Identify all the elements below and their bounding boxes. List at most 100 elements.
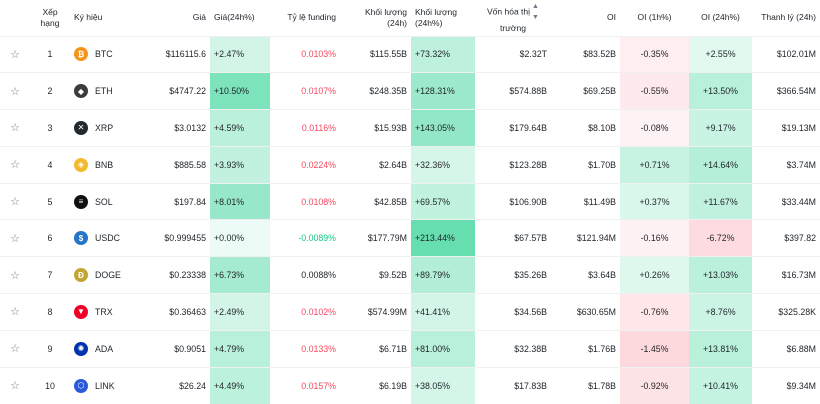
header-liquidation[interactable]: Thanh lý (24h) xyxy=(761,12,816,23)
rank-cell: 9 xyxy=(30,329,70,368)
price-cell: $0.23338 xyxy=(140,256,210,294)
rank-cell: 3 xyxy=(30,109,70,147)
symbol-cell[interactable]: ⬡ LINK xyxy=(70,366,140,404)
oi-cell: $83.52B xyxy=(551,35,620,73)
header-market-cap[interactable]: Vốn hóa thị ▲ ▼ trường xyxy=(475,0,551,36)
price-change-cell: +4.59% xyxy=(210,109,270,147)
oi-24h-cell: +10.41% xyxy=(689,366,752,404)
market-cap-cell: $32.38B xyxy=(475,329,551,368)
symbol-cell[interactable]: ✺ ADA xyxy=(70,329,140,368)
table-row[interactable]: ☆ 5 ≡ SOL $197.84 +8.01% 0.0108% $42.85B… xyxy=(0,182,820,220)
price-cell: $4747.22 xyxy=(140,72,210,110)
funding-cell: 0.0108% xyxy=(270,182,340,220)
oi-1h-cell: -0.55% xyxy=(620,72,689,110)
favorite-star-icon[interactable]: ☆ xyxy=(0,366,30,404)
symbol-label: XRP xyxy=(95,122,114,133)
header-funding[interactable]: Tỷ lệ funding xyxy=(287,12,336,23)
liquidation-cell: $19.13M xyxy=(752,109,820,147)
volume-cell: $2.64B xyxy=(340,145,411,184)
volume-cell: $248.35B xyxy=(340,72,411,110)
trx-icon: ▼ xyxy=(74,304,88,319)
market-cap-cell: $67.57B xyxy=(475,219,551,257)
volume-change-cell: +69.57% xyxy=(411,182,475,220)
funding-cell: 0.0103% xyxy=(270,35,340,73)
favorite-star-icon[interactable]: ☆ xyxy=(0,329,30,368)
link-icon: ⬡ xyxy=(74,378,88,393)
header-market-cap-line1: Vốn hóa thị xyxy=(487,6,531,17)
header-rank[interactable]: Xếp hạng xyxy=(40,6,60,28)
favorite-star-icon[interactable]: ☆ xyxy=(0,35,30,73)
xrp-icon: ✕ xyxy=(74,120,88,135)
oi-24h-cell: +13.50% xyxy=(689,72,752,110)
symbol-label: ADA xyxy=(95,343,114,354)
header-volume[interactable]: Khối lượng (24h) xyxy=(365,6,407,28)
oi-1h-cell: +0.71% xyxy=(620,145,689,184)
volume-change-cell: +73.32% xyxy=(411,35,475,73)
market-cap-cell: $34.56B xyxy=(475,293,551,331)
market-cap-cell: $35.26B xyxy=(475,256,551,294)
symbol-label: BTC xyxy=(95,49,113,60)
price-change-cell: +4.79% xyxy=(210,329,270,368)
oi-cell: $1.78B xyxy=(551,366,620,404)
volume-cell: $6.19B xyxy=(340,366,411,404)
favorite-star-icon[interactable]: ☆ xyxy=(0,293,30,331)
liquidation-cell: $325.28K xyxy=(752,293,820,331)
favorite-star-icon[interactable]: ☆ xyxy=(0,145,30,184)
symbol-cell[interactable]: Ð DOGE xyxy=(70,256,140,294)
symbol-cell[interactable]: ◈ BNB xyxy=(70,145,140,184)
oi-1h-cell: +0.26% xyxy=(620,256,689,294)
symbol-label: TRX xyxy=(95,306,113,317)
symbol-cell[interactable]: ₿ BTC xyxy=(70,35,140,73)
symbol-label: SOL xyxy=(95,196,113,207)
oi-1h-cell: -0.76% xyxy=(620,293,689,331)
favorite-star-icon[interactable]: ☆ xyxy=(0,256,30,294)
header-oi-24h[interactable]: OI (24h%) xyxy=(701,12,740,23)
header-oi[interactable]: OI xyxy=(607,12,616,23)
oi-1h-cell: -1.45% xyxy=(620,329,689,368)
usdc-icon: $ xyxy=(74,231,88,246)
symbol-cell[interactable]: $ USDC xyxy=(70,219,140,257)
header-symbol[interactable]: Ký hiệu xyxy=(74,12,103,23)
oi-24h-cell: +13.81% xyxy=(689,329,752,368)
favorite-star-icon[interactable]: ☆ xyxy=(0,109,30,147)
volume-change-cell: +89.79% xyxy=(411,256,475,294)
table-row[interactable]: ☆ 10 ⬡ LINK $26.24 +4.49% 0.0157% $6.19B… xyxy=(0,366,820,404)
rank-cell: 1 xyxy=(30,35,70,73)
table-row[interactable]: ☆ 2 ◆ ETH $4747.22 +10.50% 0.0107% $248.… xyxy=(0,72,820,110)
header-oi-1h[interactable]: OI (1h%) xyxy=(637,12,672,23)
table-row[interactable]: ☆ 7 Ð DOGE $0.23338 +6.73% 0.0088% $9.52… xyxy=(0,256,820,294)
rank-cell: 4 xyxy=(30,145,70,184)
favorite-star-icon[interactable]: ☆ xyxy=(0,219,30,257)
oi-cell: $11.49B xyxy=(551,182,620,220)
header-volume-change[interactable]: Khối lượng (24h%) xyxy=(415,6,457,28)
market-cap-cell: $2.32T xyxy=(475,35,551,73)
market-cap-cell: $179.64B xyxy=(475,109,551,147)
sort-icon[interactable]: ▲ ▼ xyxy=(532,3,539,22)
symbol-cell[interactable]: ≡ SOL xyxy=(70,182,140,220)
rank-cell: 2 xyxy=(30,72,70,110)
rank-cell: 8 xyxy=(30,293,70,331)
volume-change-cell: +81.00% xyxy=(411,329,475,368)
table-row[interactable]: ☆ 1 ₿ BTC $116115.6 +2.47% 0.0103% $115.… xyxy=(0,35,820,73)
table-row[interactable]: ☆ 4 ◈ BNB $885.58 +3.93% 0.0224% $2.64B … xyxy=(0,145,820,184)
bnb-icon: ◈ xyxy=(74,157,88,172)
liquidation-cell: $33.44M xyxy=(752,182,820,220)
rank-cell: 10 xyxy=(30,366,70,404)
table-row[interactable]: ☆ 3 ✕ XRP $3.0132 +4.59% 0.0116% $15.93B… xyxy=(0,109,820,147)
oi-cell: $1.70B xyxy=(551,145,620,184)
funding-cell: 0.0157% xyxy=(270,366,340,404)
favorite-star-icon[interactable]: ☆ xyxy=(0,182,30,220)
header-price-change[interactable]: Giá(24h%) xyxy=(214,12,255,23)
table-row[interactable]: ☆ 6 $ USDC $0.999455 +0.00% -0.0089% $17… xyxy=(0,219,820,257)
header-price[interactable]: Giá xyxy=(192,12,206,23)
symbol-cell[interactable]: ◆ ETH xyxy=(70,72,140,110)
table-row[interactable]: ☆ 8 ▼ TRX $0.36463 +2.49% 0.0102% $574.9… xyxy=(0,293,820,331)
volume-change-cell: +143.05% xyxy=(411,109,475,147)
symbol-cell[interactable]: ✕ XRP xyxy=(70,109,140,147)
symbol-cell[interactable]: ▼ TRX xyxy=(70,293,140,331)
favorite-star-icon[interactable]: ☆ xyxy=(0,72,30,110)
oi-cell: $1.76B xyxy=(551,329,620,368)
rank-cell: 7 xyxy=(30,256,70,294)
price-cell: $885.58 xyxy=(140,145,210,184)
table-row[interactable]: ☆ 9 ✺ ADA $0.9051 +4.79% 0.0133% $6.71B … xyxy=(0,329,820,368)
